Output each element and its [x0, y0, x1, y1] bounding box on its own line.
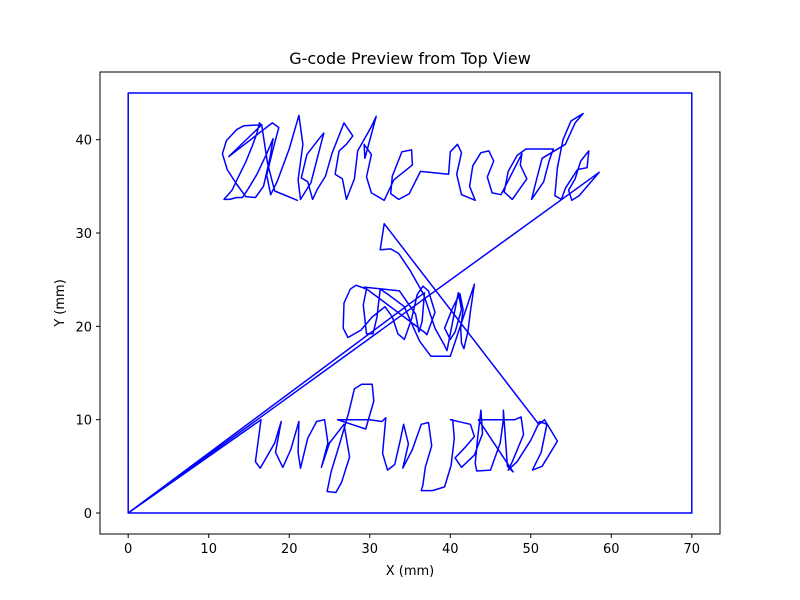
plot-area [127, 92, 693, 514]
y-axis-label: Y (mm) [53, 279, 68, 328]
y-tick-label: 30 [75, 227, 92, 242]
x-tick-label: 0 [124, 542, 132, 557]
x-tick-label: 30 [361, 542, 378, 557]
x-axis-ticks: 0 10 20 30 40 50 60 70 [124, 534, 700, 557]
x-tick-label: 20 [281, 542, 298, 557]
y-axis-ticks: 0 10 20 30 40 [75, 134, 100, 522]
axes-frame [99, 71, 721, 535]
x-tick-label: 70 [684, 542, 701, 557]
y-tick-label: 10 [75, 414, 92, 429]
y-tick-label: 0 [84, 507, 92, 522]
x-axis-label: X (mm) [386, 564, 435, 579]
x-tick-label: 40 [442, 542, 459, 557]
toolpath-line [127, 92, 693, 514]
chart-title: G-code Preview from Top View [289, 49, 531, 68]
x-tick-label: 50 [523, 542, 540, 557]
y-tick-label: 40 [75, 134, 92, 149]
x-tick-label: 10 [200, 542, 217, 557]
y-tick-label: 20 [75, 320, 92, 335]
x-tick-label: 60 [603, 542, 620, 557]
